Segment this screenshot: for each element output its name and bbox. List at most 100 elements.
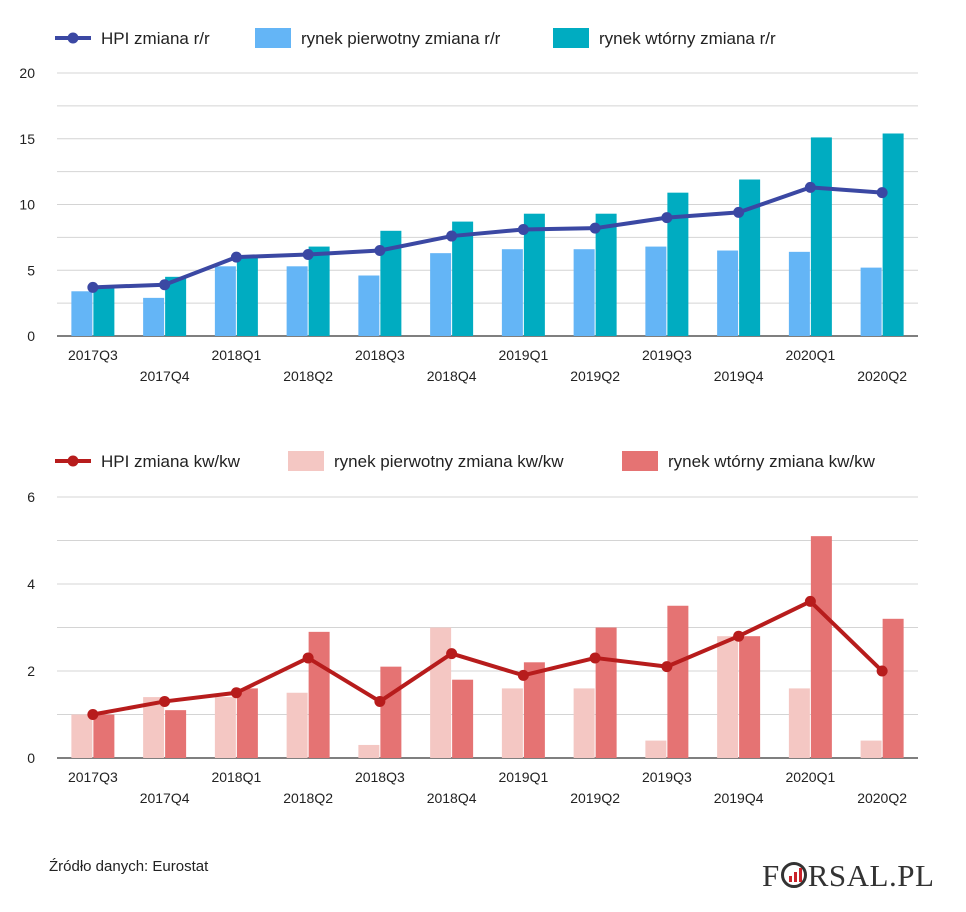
bar-secondary-market <box>810 536 832 758</box>
x-tick-label: 2019Q3 <box>642 347 692 363</box>
hpi-point <box>302 652 314 664</box>
x-tick-label: 2018Q1 <box>211 347 261 363</box>
x-tick-label: 2020Q2 <box>857 368 907 384</box>
y-tick-label: 5 <box>27 262 35 278</box>
x-tick-label: 2018Q2 <box>283 368 333 384</box>
x-tick-label: 2018Q3 <box>355 347 405 363</box>
bar-primary-market <box>286 266 308 336</box>
legend-label: HPI zmiana r/r <box>101 29 210 48</box>
legend-label: HPI zmiana kw/kw <box>101 452 241 471</box>
hpi-point <box>804 595 816 607</box>
hpi-point <box>374 695 386 707</box>
x-tick-label: 2018Q3 <box>355 769 405 785</box>
bar-primary-market <box>214 266 236 336</box>
bar-primary-market <box>645 246 667 336</box>
bar-secondary-market <box>882 133 904 336</box>
hpi-point <box>661 661 673 673</box>
bar-primary-market <box>71 291 93 336</box>
x-tick-label: 2018Q4 <box>427 368 477 384</box>
x-tick-label: 2018Q4 <box>427 790 477 806</box>
hpi-line <box>92 599 884 717</box>
hpi-point <box>661 212 673 224</box>
hpi-point <box>733 206 745 218</box>
bar-primary-market <box>71 714 93 758</box>
hpi-point <box>230 251 242 263</box>
hpi-point <box>230 687 242 699</box>
bar-secondary-market <box>165 710 187 758</box>
hpi-point <box>733 630 745 642</box>
bar-secondary-market <box>882 618 904 758</box>
hpi-point <box>517 669 529 681</box>
x-tick-label: 2019Q3 <box>642 769 692 785</box>
hpi-line <box>92 185 883 290</box>
hpi-point <box>87 709 99 720</box>
y-tick-label: 15 <box>19 131 35 147</box>
bar-secondary-market <box>810 137 832 336</box>
bar-primary-market <box>143 297 165 336</box>
bar-secondary-market <box>308 631 330 758</box>
legend-label: rynek pierwotny zmiana kw/kw <box>334 452 564 471</box>
legend-swatch-icon <box>622 451 658 471</box>
bar-secondary-market <box>739 636 761 758</box>
bar-secondary-market <box>380 666 402 758</box>
hpi-point <box>446 230 458 242</box>
hpi-point <box>804 181 816 193</box>
bar-primary-market <box>645 740 667 758</box>
chart-1: 0 5 10 15 20 2017Q3 2017Q4 2018Q1 2018Q2 2018Q3 20… <box>19 28 918 384</box>
y-tick-label: 4 <box>27 576 35 592</box>
bar-secondary-market <box>452 221 474 336</box>
bar-secondary-market <box>93 714 115 758</box>
bar-primary-market <box>214 697 236 758</box>
y-tick-label: 20 <box>19 65 35 81</box>
hpi-point <box>589 652 601 664</box>
legend-swatch-icon <box>553 28 589 48</box>
hpi-point <box>876 187 888 199</box>
source-note: Źródło danych: Eurostat <box>49 858 209 875</box>
logo-bar-chart-icon <box>780 862 807 888</box>
x-tick-label: 2019Q2 <box>570 790 620 806</box>
legend-dot-icon <box>67 32 79 44</box>
x-tick-label: 2018Q1 <box>211 769 261 785</box>
x-tick-label: 2017Q3 <box>68 769 118 785</box>
y-tick-label: 2 <box>27 663 35 679</box>
bar-primary-market <box>358 744 380 758</box>
y-tick-label: 6 <box>27 489 35 505</box>
bar-secondary-market <box>452 679 474 758</box>
x-tick-label: 2019Q1 <box>498 769 548 785</box>
bar-primary-market <box>860 267 882 336</box>
x-tick-label: 2017Q4 <box>140 368 190 384</box>
bar-secondary-market <box>523 213 545 336</box>
hpi-point <box>876 665 888 677</box>
bar-primary-market <box>430 627 452 758</box>
hpi-point <box>87 281 99 293</box>
bar-secondary-market <box>165 276 187 336</box>
bar-secondary-market <box>93 287 115 336</box>
legend-swatch-icon <box>255 28 291 48</box>
x-tick-label: 2020Q2 <box>857 790 907 806</box>
x-tick-label: 2020Q1 <box>785 347 835 363</box>
legend-label: rynek wtórny zmiana r/r <box>599 29 776 48</box>
bar-primary-market <box>430 253 452 336</box>
bar-primary-market <box>573 688 595 758</box>
bar-primary-market <box>860 740 882 758</box>
bar-primary-market <box>717 250 739 336</box>
y-tick-label: 10 <box>19 197 35 213</box>
bar-primary-market <box>143 697 165 758</box>
x-tick-label: 2019Q2 <box>570 368 620 384</box>
bar-primary-market <box>501 249 523 336</box>
y-tick-label: 0 <box>27 750 35 766</box>
bar-secondary-market <box>380 230 402 336</box>
x-tick-label: 2019Q4 <box>714 790 764 806</box>
y-tick-label: 0 <box>27 328 35 344</box>
bar-secondary-market <box>595 213 617 336</box>
x-tick-label: 2019Q1 <box>498 347 548 363</box>
bar-primary-market <box>286 692 308 758</box>
hpi-point <box>374 245 386 257</box>
legend-label: rynek wtórny zmiana kw/kw <box>668 452 876 471</box>
hpi-point <box>446 648 458 660</box>
bar-secondary-market <box>308 246 330 336</box>
forsal-logo: F RSAL.PL <box>762 858 935 893</box>
bar-secondary-market <box>739 179 761 336</box>
bar-primary-market <box>358 275 380 336</box>
x-tick-label: 2017Q3 <box>68 347 118 363</box>
